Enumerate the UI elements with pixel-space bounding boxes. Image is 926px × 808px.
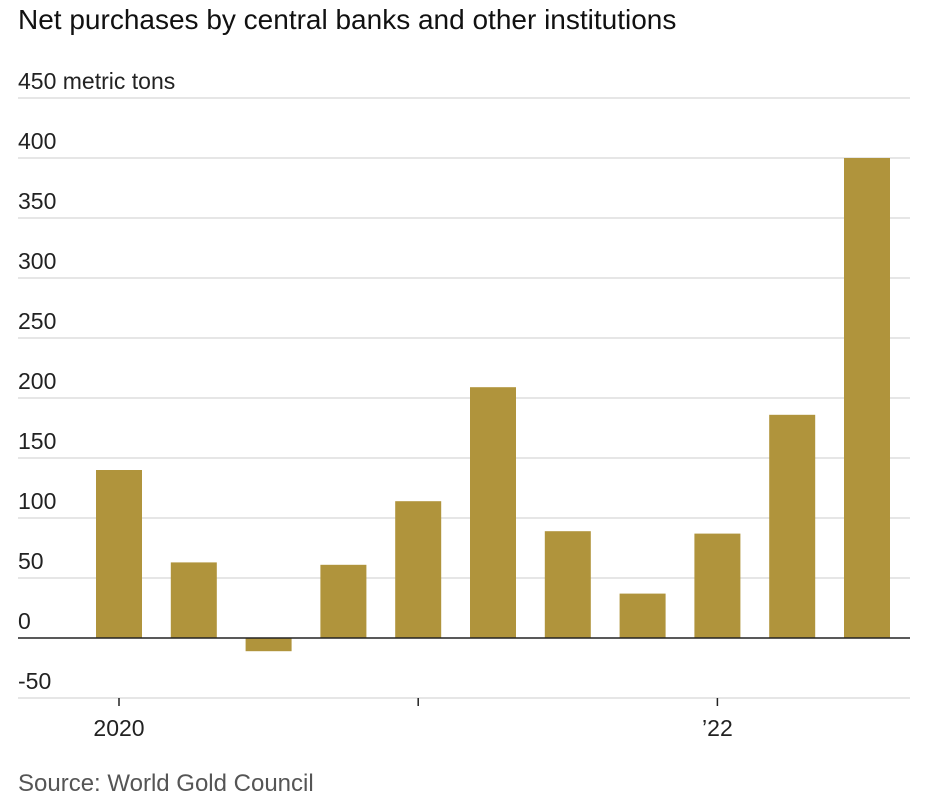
bar bbox=[320, 564, 367, 638]
bar bbox=[769, 414, 816, 638]
y-tick-label: -50 bbox=[18, 668, 51, 694]
y-tick-label: 100 bbox=[18, 488, 56, 514]
y-tick-label: 50 bbox=[18, 548, 44, 574]
chart-title: Net purchases by central banks and other… bbox=[18, 4, 677, 35]
source-note: Source: World Gold Council bbox=[18, 770, 314, 797]
bars bbox=[96, 158, 890, 652]
bar bbox=[245, 638, 292, 652]
y-tick-label: 450 metric tons bbox=[18, 68, 175, 94]
bar bbox=[96, 470, 142, 638]
bar bbox=[470, 387, 516, 638]
gridlines bbox=[18, 97, 910, 699]
y-axis-tick-labels: 450 metric tons 400 350 300 250 200 150 100 50 0 -… bbox=[18, 68, 175, 694]
y-tick-label: 250 bbox=[18, 308, 56, 334]
bar bbox=[844, 158, 890, 638]
x-tick-label: ’22 bbox=[702, 715, 733, 741]
y-tick-label: 200 bbox=[18, 368, 56, 394]
bar bbox=[395, 501, 442, 638]
x-tick-label: 2020 bbox=[93, 715, 144, 741]
y-tick-label: 350 bbox=[18, 188, 56, 214]
y-tick-label: 400 bbox=[18, 128, 56, 154]
bar bbox=[170, 562, 217, 638]
bar bbox=[694, 533, 741, 638]
y-tick-label: 150 bbox=[18, 428, 56, 454]
bar-chart: 450 metric tons 400 350 300 250 200 150 100 50 0 -… bbox=[18, 68, 910, 741]
x-axis-ticks: 2020 ’22 bbox=[93, 698, 733, 741]
y-tick-label: 0 bbox=[18, 608, 31, 634]
bar bbox=[544, 531, 591, 638]
y-tick-label: 300 bbox=[18, 248, 56, 274]
bar bbox=[619, 593, 666, 638]
